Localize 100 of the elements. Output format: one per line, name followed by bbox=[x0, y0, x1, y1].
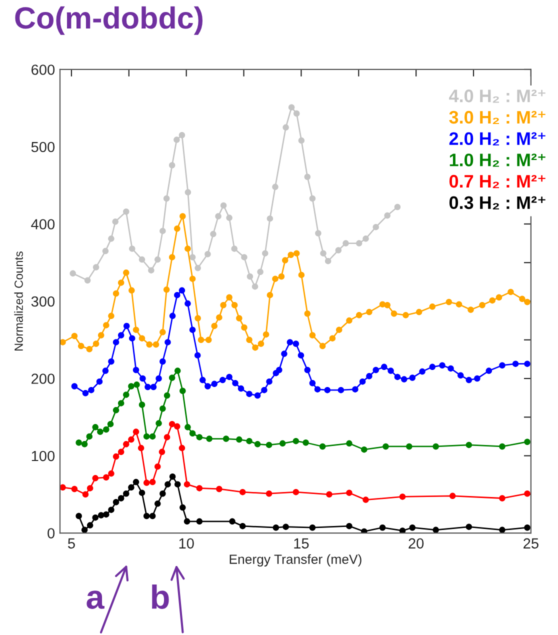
point bbox=[174, 423, 180, 430]
point bbox=[266, 442, 272, 448]
y-axis-title: Normalized Counts bbox=[14, 251, 23, 350]
point bbox=[154, 256, 161, 263]
point bbox=[102, 248, 109, 254]
point bbox=[169, 473, 176, 480]
point bbox=[97, 428, 104, 435]
point bbox=[315, 230, 322, 236]
point bbox=[128, 436, 134, 443]
point bbox=[293, 110, 300, 117]
point bbox=[298, 137, 305, 144]
point bbox=[156, 420, 162, 426]
point bbox=[160, 406, 166, 412]
point bbox=[309, 524, 316, 531]
point bbox=[288, 104, 295, 110]
point bbox=[279, 440, 286, 447]
point bbox=[138, 444, 144, 452]
point bbox=[231, 246, 238, 252]
chart-title: Co(m-dobdc) bbox=[15, 6, 203, 35]
point bbox=[112, 453, 120, 460]
point bbox=[262, 250, 268, 256]
point bbox=[466, 524, 472, 530]
point bbox=[132, 428, 140, 435]
point bbox=[149, 433, 156, 440]
point bbox=[449, 492, 456, 500]
point bbox=[384, 212, 390, 219]
point bbox=[409, 524, 416, 531]
point bbox=[164, 481, 171, 488]
point bbox=[266, 215, 274, 222]
point bbox=[184, 189, 192, 196]
point bbox=[134, 382, 140, 388]
point bbox=[158, 448, 166, 456]
x-tick-label: 15 bbox=[294, 538, 309, 549]
text: 4.0 H₂ : M²⁺ bbox=[449, 90, 546, 103]
point bbox=[379, 524, 386, 531]
point bbox=[432, 526, 439, 534]
point bbox=[361, 446, 368, 453]
point bbox=[194, 264, 201, 272]
point bbox=[406, 443, 412, 450]
point bbox=[112, 218, 118, 225]
point bbox=[282, 524, 289, 530]
point bbox=[524, 438, 530, 445]
point bbox=[92, 475, 98, 482]
point bbox=[292, 488, 300, 496]
x-tick-label: 5 bbox=[68, 538, 75, 549]
point bbox=[184, 481, 190, 488]
point bbox=[342, 240, 349, 246]
point bbox=[154, 463, 161, 470]
y-tick-label: 300 bbox=[31, 296, 55, 307]
point bbox=[266, 490, 272, 497]
point bbox=[174, 481, 181, 488]
point bbox=[180, 504, 186, 511]
point bbox=[76, 440, 82, 446]
point bbox=[196, 485, 203, 492]
y-tick-label: 0 bbox=[48, 528, 55, 538]
point bbox=[524, 524, 530, 531]
text: b bbox=[152, 584, 169, 609]
point bbox=[81, 441, 88, 448]
point bbox=[118, 448, 124, 456]
x-tick-label: 25 bbox=[524, 538, 538, 549]
point bbox=[246, 438, 252, 444]
point bbox=[143, 480, 150, 486]
point bbox=[148, 267, 154, 274]
point bbox=[257, 268, 264, 276]
point bbox=[81, 526, 88, 534]
point bbox=[174, 368, 181, 374]
text: 0.3 H₂ : M²⁺ bbox=[449, 196, 546, 210]
point bbox=[138, 256, 146, 263]
point bbox=[128, 246, 136, 252]
point bbox=[326, 491, 332, 498]
point bbox=[282, 124, 289, 131]
point bbox=[184, 518, 190, 525]
x-tick-label: 20 bbox=[408, 538, 424, 549]
point bbox=[103, 474, 110, 481]
point bbox=[210, 230, 216, 238]
point bbox=[499, 443, 506, 450]
point bbox=[86, 433, 93, 440]
point bbox=[123, 490, 130, 497]
point bbox=[164, 392, 170, 399]
point bbox=[123, 441, 130, 448]
point bbox=[204, 250, 211, 258]
point bbox=[164, 434, 170, 440]
point bbox=[229, 518, 236, 525]
point bbox=[168, 420, 176, 428]
point bbox=[239, 522, 246, 530]
y-tick-label: 100 bbox=[32, 450, 55, 462]
point bbox=[184, 424, 191, 430]
point bbox=[499, 526, 506, 534]
point bbox=[178, 132, 186, 138]
point bbox=[362, 496, 369, 503]
point bbox=[335, 247, 342, 254]
point bbox=[118, 495, 124, 502]
point bbox=[432, 443, 439, 450]
point bbox=[319, 443, 326, 450]
point bbox=[189, 430, 196, 436]
point bbox=[399, 528, 406, 534]
point bbox=[466, 442, 472, 448]
point bbox=[302, 440, 309, 446]
point bbox=[112, 498, 120, 506]
point bbox=[241, 254, 248, 260]
